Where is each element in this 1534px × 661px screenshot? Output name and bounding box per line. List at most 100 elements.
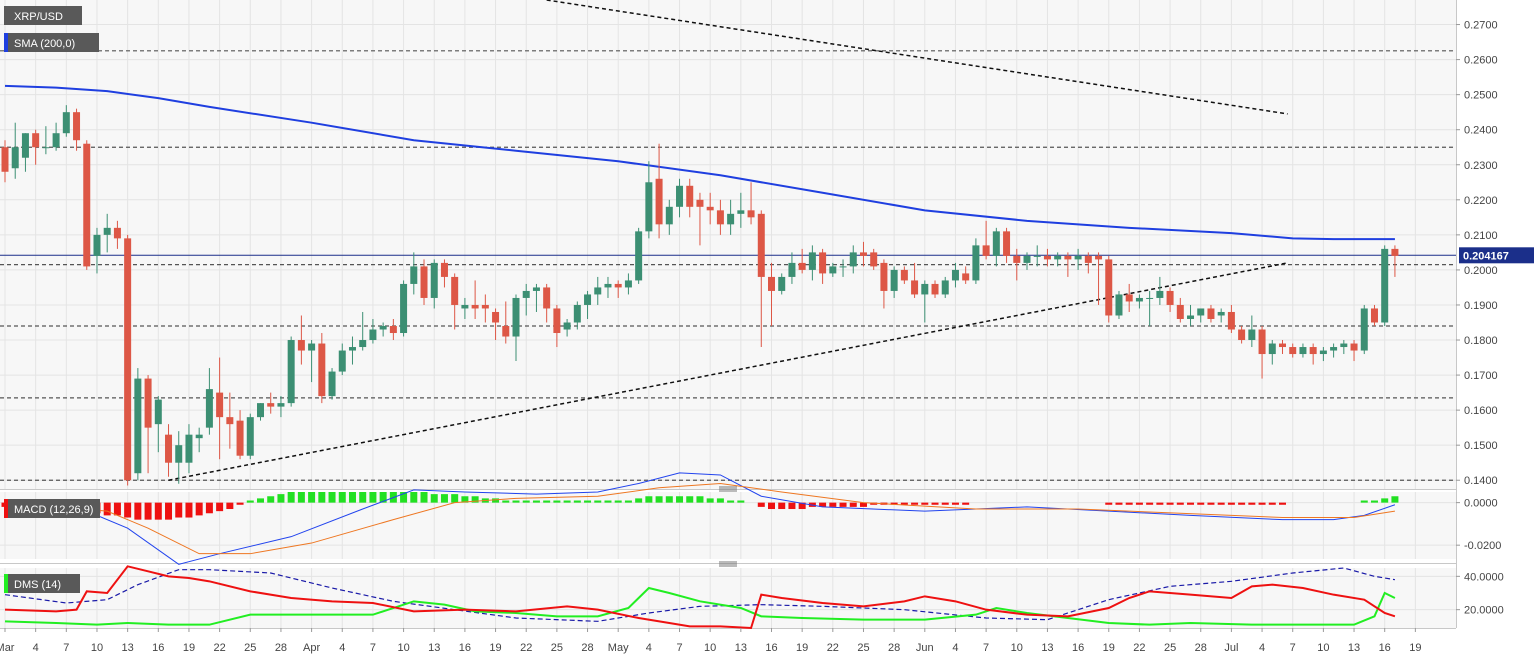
macd-histogram-bar [522, 500, 530, 503]
candle [1135, 294, 1143, 309]
date-label: 13 [428, 642, 440, 654]
candle [1207, 304, 1215, 323]
macd-histogram-bar [1279, 502, 1286, 505]
candle [788, 252, 796, 284]
macd-histogram-bar [297, 492, 305, 503]
candle-body [246, 417, 254, 456]
candle [93, 227, 101, 274]
candle-body [788, 262, 796, 277]
price-tick-label: 0.2300 [1464, 160, 1498, 172]
date-label: 10 [704, 642, 716, 654]
macd-histogram-bar [277, 494, 285, 503]
candle-body [532, 287, 540, 291]
dms-pane-bg [0, 568, 1456, 628]
candle-body [614, 283, 622, 288]
date-label: 7 [1290, 642, 1296, 654]
candle [1360, 304, 1368, 355]
macd-histogram-bar [1370, 500, 1378, 503]
macd-histogram-bar [1187, 502, 1195, 505]
macd-histogram-bar [655, 496, 663, 503]
macd-histogram-bar [461, 496, 469, 503]
candle [859, 241, 867, 267]
macd-histogram-bar [502, 500, 510, 503]
candle-body [911, 280, 919, 295]
candle-body [1084, 255, 1092, 263]
candle [951, 262, 959, 288]
candle-body [870, 252, 878, 267]
candle [1217, 308, 1225, 323]
macd-histogram-bar [778, 502, 786, 510]
candle [706, 192, 714, 225]
candle [144, 375, 152, 474]
candle-body [992, 231, 1000, 256]
macd-histogram-bar [706, 498, 714, 503]
candle-body [1054, 255, 1062, 260]
price-tick-label: 0.2400 [1464, 125, 1498, 137]
macd-line [4, 472, 1396, 565]
date-label: 10 [1011, 642, 1023, 654]
macd-histogram-bar [931, 502, 939, 505]
macd-histogram-bar [573, 500, 581, 503]
candle-body [737, 210, 745, 214]
candle-body [829, 266, 837, 274]
candle [62, 105, 70, 137]
candle [451, 273, 459, 330]
candle-body [1125, 294, 1133, 302]
candle [1258, 326, 1266, 379]
candle-body [1268, 343, 1276, 355]
date-label: 4 [1259, 642, 1265, 654]
macd-histogram-bar [716, 498, 724, 503]
candle-body [1115, 294, 1123, 316]
macd-histogram-bar [205, 502, 213, 514]
candle-body [236, 420, 244, 456]
candle [1309, 343, 1317, 365]
candle [839, 259, 847, 277]
macd-histogram-bar [1125, 502, 1133, 505]
macd-histogram-bar [921, 502, 929, 505]
candle [512, 294, 520, 362]
candle [1023, 252, 1031, 270]
candle-body [757, 213, 765, 277]
macd-histogram-bar [962, 502, 970, 505]
candle [982, 220, 990, 260]
date-label: 28 [275, 642, 287, 654]
pane-resize-handle[interactable] [719, 486, 737, 492]
candle-body [1176, 304, 1184, 319]
date-label: 16 [765, 642, 777, 654]
macd-indicator-label: MACD (12,26,9) [4, 499, 100, 518]
candle [1370, 304, 1378, 326]
macd-histogram-bar [624, 500, 632, 503]
candle [32, 129, 40, 165]
candle [236, 410, 244, 460]
macd-histogram-bar [216, 502, 224, 512]
date-label: 13 [122, 642, 134, 654]
date-label: 22 [213, 642, 225, 654]
candle [73, 108, 81, 151]
candle [645, 161, 653, 239]
date-label: 16 [1072, 642, 1084, 654]
date-label: 16 [152, 642, 164, 654]
candle [389, 318, 397, 341]
candle-body [42, 147, 50, 149]
candle [563, 318, 571, 337]
candle [216, 357, 224, 460]
candle-body [706, 206, 714, 211]
macd-histogram-bar [859, 502, 867, 507]
candle-body [1043, 255, 1051, 260]
macd-histogram-bar [696, 496, 704, 503]
candle [481, 294, 489, 323]
candle [492, 308, 500, 341]
candle [410, 252, 418, 295]
candle [1156, 276, 1164, 305]
candle [420, 259, 428, 305]
macd-histogram-bar [819, 502, 827, 507]
pane-resize-handle[interactable] [719, 561, 737, 567]
date-label: May [608, 642, 629, 654]
candle [1248, 315, 1256, 348]
macd-histogram-bar [911, 502, 919, 505]
candle-body [308, 343, 316, 351]
macd-histogram-bar [379, 492, 387, 503]
dms-indicator-label: DMS (14) [4, 574, 80, 593]
candle [624, 273, 632, 295]
date-label: Jun [916, 642, 934, 654]
